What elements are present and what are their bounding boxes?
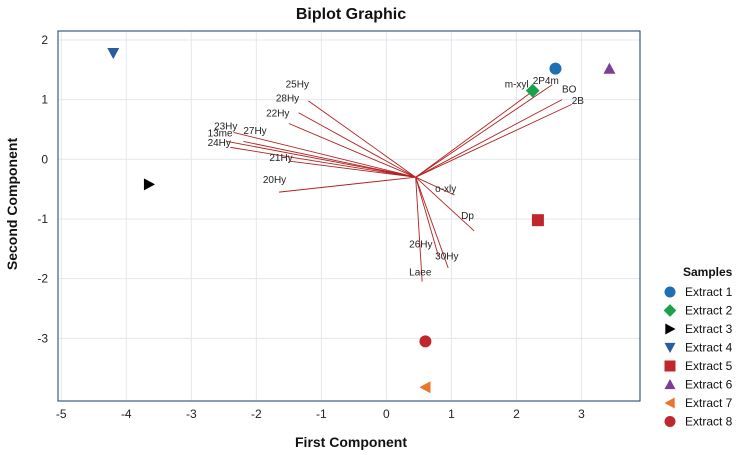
loading-line	[243, 140, 416, 178]
y-tick-label: 0	[41, 152, 48, 166]
x-tick-label: -5	[56, 407, 67, 421]
loading-line	[415, 176, 455, 196]
loading-line	[288, 160, 416, 178]
loading-label: 25Hy	[286, 80, 309, 91]
loading-label: 23Hy	[214, 121, 237, 132]
sample-point-extract-2	[525, 83, 540, 98]
legend-marker	[664, 379, 676, 390]
y-tick-label: 2	[41, 33, 48, 47]
legend: Samples Extract 1 Extract 2 Extract 3 Extra…	[663, 265, 733, 429]
loading-line	[415, 177, 449, 269]
x-tick-label: 3	[578, 407, 585, 421]
x-tick-label: 2	[513, 407, 520, 421]
loading-label: 26Hy	[409, 240, 432, 251]
sample-points	[107, 47, 616, 394]
x-tick-label: -4	[121, 407, 132, 421]
x-tick-labels: -5 -4 -3 -2 -1 0 1 2 3	[56, 407, 585, 421]
loading-line	[415, 177, 439, 257]
loading-line	[415, 103, 572, 178]
loading-label: 22Hy	[266, 108, 289, 119]
loading-label: 30Hy	[435, 252, 458, 263]
legend-marker	[664, 360, 676, 372]
x-tick-label: 1	[448, 407, 455, 421]
loading-line	[415, 93, 530, 178]
loading-line	[415, 177, 423, 282]
legend-marker	[665, 323, 676, 335]
legend-label: Extract 7	[685, 396, 733, 410]
y-tick-label: -2	[37, 272, 48, 286]
loading-line	[230, 146, 416, 178]
loading-line	[298, 112, 416, 178]
legend-label: Extract 4	[685, 341, 733, 355]
y-axis-title: Second Component	[4, 138, 20, 271]
legend-marker	[664, 286, 676, 298]
legend-label: Extract 8	[685, 415, 733, 429]
x-tick-label: -3	[186, 407, 197, 421]
loading-label: Dp	[461, 211, 474, 222]
sample-point-extract-1	[549, 62, 562, 75]
y-tick-labels: 2 1 0 -1 -2 -3	[37, 33, 48, 345]
loading-label: 28Hy	[276, 93, 299, 104]
x-axis-title: First Component	[295, 434, 407, 450]
loading-line	[226, 140, 416, 178]
loading-label: 2P4m	[533, 76, 559, 87]
legend-label: Extract 2	[685, 304, 733, 318]
loading-label: Laee	[409, 268, 432, 279]
legend-marker	[664, 342, 676, 353]
sample-point-extract-4	[107, 47, 120, 60]
loading-line	[415, 99, 563, 178]
x-tick-label: -1	[316, 407, 327, 421]
loading-label: 13me	[208, 129, 233, 140]
legend-label: Extract 3	[685, 322, 733, 336]
x-tick-label: -2	[251, 407, 262, 421]
loading-label: 20Hy	[263, 175, 286, 186]
legend-marker	[664, 397, 675, 409]
sample-point-extract-3	[143, 178, 156, 191]
y-tick-label: -3	[37, 331, 48, 345]
loading-label: 24Hy	[208, 138, 231, 149]
loading-line	[288, 123, 416, 178]
loading-line	[415, 176, 475, 232]
loading-label: 2B	[572, 96, 585, 107]
loading-label: 21Hy	[269, 153, 292, 164]
sample-point-extract-5	[531, 214, 544, 227]
legend-label: Extract 5	[685, 359, 733, 373]
loading-label: 27Hy	[243, 126, 266, 137]
legend-title: Samples	[683, 265, 733, 279]
y-tick-label: 1	[41, 93, 48, 107]
loading-label: o-xly	[435, 184, 456, 195]
sample-point-extract-8	[419, 335, 432, 348]
loading-line	[415, 84, 553, 178]
legend-marker	[663, 304, 677, 317]
legend-marker	[664, 416, 676, 427]
sample-point-extract-6	[603, 62, 616, 74]
loading-label: BO	[562, 84, 577, 95]
chart-title: Biplot Graphic	[296, 6, 406, 23]
legend-label: Extract 6	[685, 378, 733, 392]
loading-line	[279, 176, 416, 193]
legend-label: Extract 1	[685, 285, 733, 299]
y-tick-label: -1	[37, 212, 48, 226]
sample-point-extract-7	[419, 381, 431, 394]
loading-label: m-xyl	[505, 80, 529, 91]
x-tick-label: 0	[383, 407, 390, 421]
loading-line	[308, 100, 416, 178]
plot-frame	[57, 30, 641, 402]
loading-line	[233, 132, 416, 178]
